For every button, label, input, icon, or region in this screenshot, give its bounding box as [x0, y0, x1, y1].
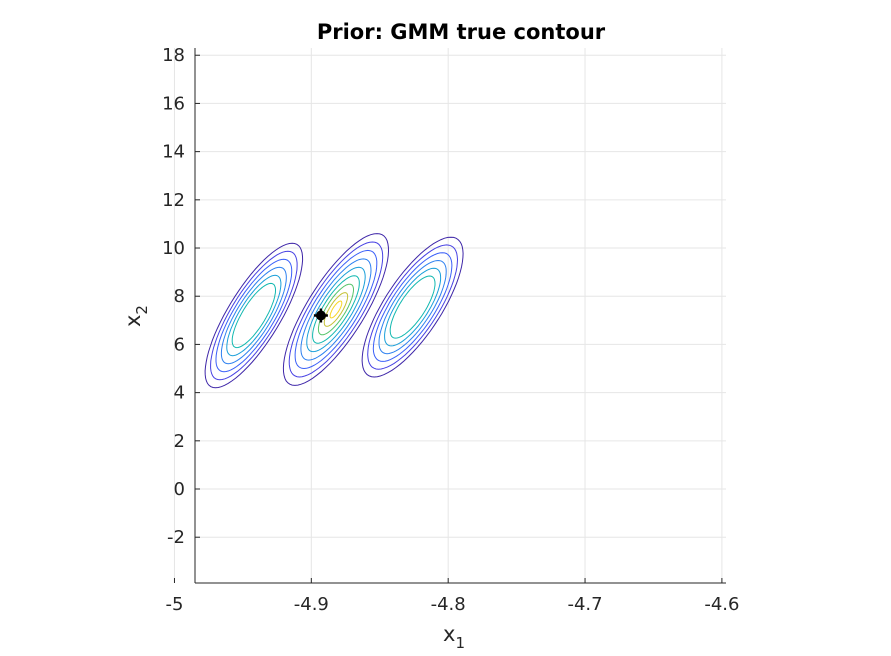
y-tick-labels: -2 0 2 4 6 8 10 12 14 16 18 — [162, 45, 185, 548]
y-axis-label: x2 — [121, 305, 151, 327]
y-tick-label: 12 — [162, 190, 185, 211]
contour-left-level-3 — [215, 258, 293, 373]
y-tick-label: -2 — [167, 527, 185, 548]
contour-center-level-7 — [317, 283, 354, 336]
contour-left-level-5 — [226, 274, 282, 357]
y-tick-label: 16 — [162, 93, 185, 114]
plot-area — [173, 48, 726, 584]
y-axis-label-base: x — [121, 315, 145, 327]
contour-left-level-2 — [210, 250, 298, 381]
x-tick-label: -5 — [165, 594, 183, 615]
x-tick-label: -4.6 — [704, 594, 739, 615]
contour-left-level-6 — [231, 282, 276, 349]
contour-center-level-1 — [282, 233, 390, 386]
contour-right-level-4 — [378, 259, 447, 355]
contour-right-level-3 — [372, 252, 453, 362]
contour-center-level-8 — [323, 292, 349, 327]
x-tick-label: -4.9 — [294, 594, 329, 615]
plot-background — [195, 48, 726, 583]
chart-title: Prior: GMM true contour — [317, 20, 606, 44]
x-tick-label: -4.7 — [567, 594, 602, 615]
contour-center-level-3 — [294, 249, 378, 370]
y-tick-label: 6 — [174, 334, 185, 355]
marker-layer — [313, 308, 328, 323]
contour-right-level-5 — [384, 267, 442, 347]
y-tick-label: 2 — [174, 431, 185, 452]
marker-cross — [313, 308, 328, 323]
y-axis-label-subscript: 2 — [133, 305, 151, 315]
x-axis-label: x1 — [443, 622, 465, 652]
contour-left-level-1 — [204, 242, 304, 389]
contour-center-level-5 — [306, 266, 366, 353]
y-tick-label: 8 — [174, 286, 185, 307]
y-tick-label: 4 — [174, 383, 185, 404]
x-tick-labels: -5 -4.9 -4.8 -4.7 -4.6 — [165, 594, 739, 615]
y-axis-label-group: x2 — [121, 305, 151, 327]
contour-right-level-6 — [389, 275, 436, 339]
y-tick-label: 10 — [162, 238, 185, 259]
x-axis-label-subscript: 1 — [455, 634, 465, 652]
contour-center-level-9 — [329, 300, 343, 319]
contour-center-level-4 — [300, 258, 372, 361]
contour-right-level-1 — [361, 236, 464, 378]
y-tick-marks — [195, 54, 200, 538]
contour-right-level-2 — [367, 244, 459, 370]
x-axis-label-base: x — [443, 622, 455, 646]
y-tick-label: 18 — [162, 45, 185, 66]
x-tick-marks — [173, 578, 723, 583]
y-tick-label: 14 — [162, 142, 185, 163]
y-tick-label: 0 — [174, 479, 185, 500]
y-grid — [195, 54, 726, 538]
contour-center-level-2 — [288, 241, 384, 378]
contour-left-level-4 — [220, 266, 287, 365]
x-tick-label: -4.8 — [431, 594, 466, 615]
